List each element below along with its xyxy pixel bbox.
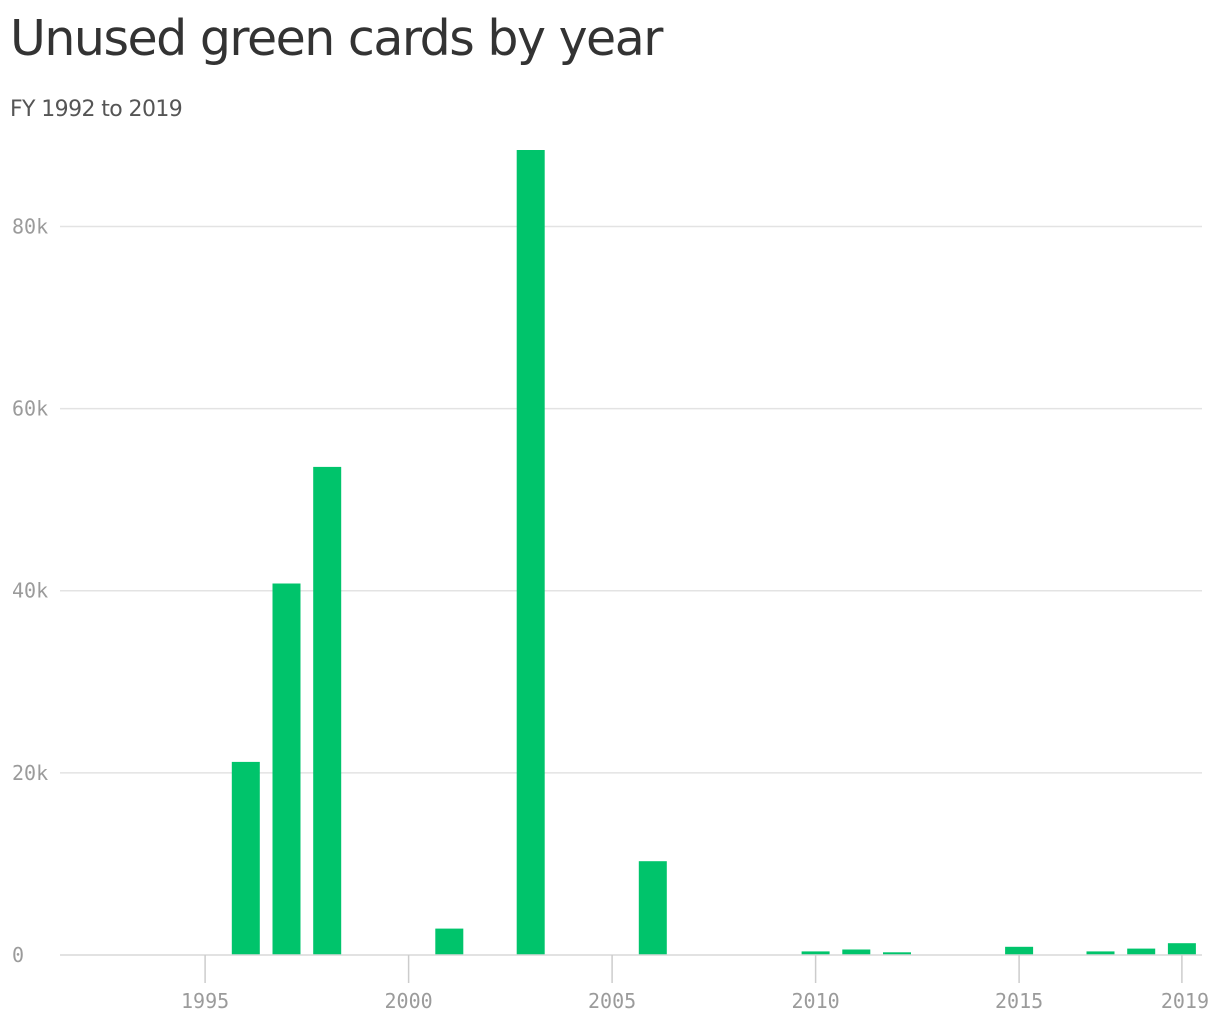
gridlines bbox=[60, 225, 1202, 774]
x-tick-label: 2015 bbox=[995, 989, 1043, 1013]
bar-2001 bbox=[435, 928, 464, 955]
bar-1996 bbox=[231, 761, 260, 955]
chart-title: Unused green cards by year bbox=[10, 10, 663, 67]
axes: 0 20k 40k 60k 80k 1995 2000 2005 2010 2015 2019 bbox=[12, 214, 1209, 1013]
y-tick-label: 20k bbox=[12, 761, 48, 785]
y-tick-label: 80k bbox=[12, 214, 48, 238]
y-tick-label: 40k bbox=[12, 579, 48, 603]
bar-2012 bbox=[883, 952, 911, 955]
bar-1997 bbox=[272, 583, 301, 955]
bar-2015 bbox=[1005, 946, 1034, 955]
bar-2017 bbox=[1086, 951, 1115, 955]
bar-1998 bbox=[313, 466, 342, 955]
bar-2018 bbox=[1127, 948, 1156, 955]
x-tick-label: 2005 bbox=[588, 989, 636, 1013]
y-tick-label: 0 bbox=[12, 943, 24, 967]
x-tick-label: 2010 bbox=[792, 989, 840, 1013]
bar-2011 bbox=[842, 949, 871, 955]
bars bbox=[231, 150, 1196, 955]
x-tick-label: 1995 bbox=[181, 989, 229, 1013]
bar-2019 bbox=[1167, 943, 1196, 955]
y-tick-label: 60k bbox=[12, 397, 48, 421]
x-tick-label: 2000 bbox=[385, 989, 433, 1013]
x-tick-label: 2019 bbox=[1161, 989, 1209, 1013]
chart-subtitle: FY 1992 to 2019 bbox=[10, 97, 183, 122]
bar-2006 bbox=[638, 861, 667, 955]
bar-2010 bbox=[801, 951, 830, 955]
bar-2003 bbox=[516, 150, 545, 955]
